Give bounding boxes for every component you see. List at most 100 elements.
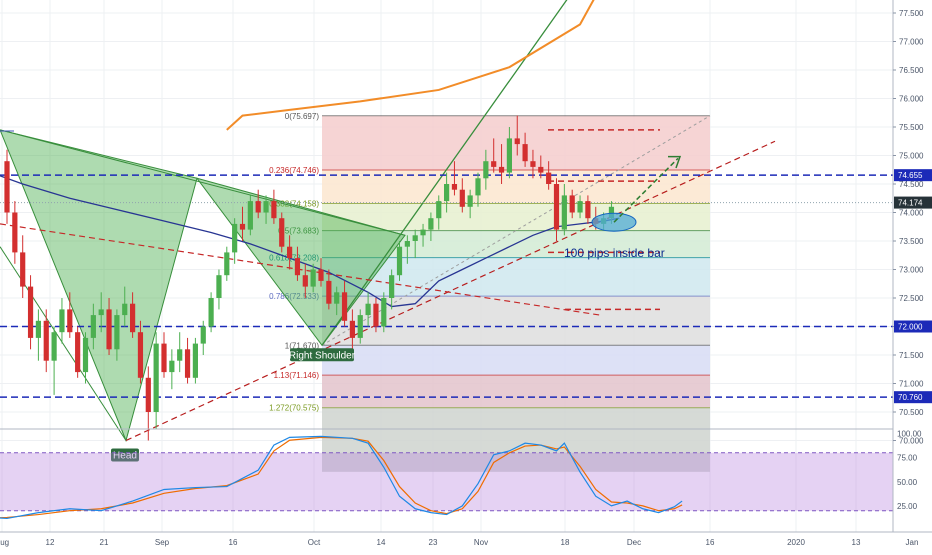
candle: [43, 309, 49, 373]
candle-body: [192, 343, 198, 378]
right-shoulder-label-box: [290, 348, 354, 362]
head-label-box: [111, 448, 139, 462]
time-tick-label: 2020: [787, 538, 805, 547]
head-label[interactable]: Head: [111, 448, 139, 462]
price-tick-label: 71.500: [899, 351, 924, 360]
inside-bar-annotation[interactable]: 100 pips inside bar: [564, 246, 665, 260]
candle-body: [467, 195, 473, 207]
pattern-triangle: [0, 129, 198, 443]
candle-body: [20, 252, 26, 287]
fib-zone: [322, 345, 710, 376]
candle: [239, 206, 246, 241]
fib-zone: [322, 375, 710, 408]
candle: [153, 332, 159, 430]
price-badge-text: 74.174: [898, 199, 923, 208]
price-badge[interactable]: 70.760: [894, 391, 932, 404]
price-tick-label: 73.500: [899, 237, 924, 246]
candle: [12, 201, 18, 264]
price-badge[interactable]: 74.174: [894, 196, 932, 209]
candle: [82, 332, 89, 384]
candle-body: [396, 246, 403, 276]
candle: [444, 172, 450, 213]
stochastic-tick-label: 100.00: [897, 430, 922, 439]
candle-body: [114, 315, 120, 350]
candle-body: [35, 320, 41, 338]
candle-body: [271, 201, 277, 219]
time-tick-label: 12: [46, 538, 55, 547]
candle: [404, 235, 410, 264]
candle: [177, 332, 183, 373]
stochastic-tick-label: 50.00: [897, 478, 918, 487]
projection-arrow-head: [668, 155, 682, 169]
candle: [208, 292, 214, 333]
candle-body: [514, 138, 520, 145]
price-tick-label: 76.500: [899, 66, 924, 75]
candle: [514, 115, 520, 156]
projection-arrow-line: [613, 157, 679, 223]
candle-body: [90, 315, 96, 338]
candle-body: [130, 303, 136, 333]
price-badge-text: 74.655: [898, 171, 923, 180]
price-badge[interactable]: 74.655: [894, 169, 932, 182]
candle: [294, 246, 301, 281]
candle: [310, 263, 316, 293]
candle-body: [27, 286, 34, 338]
candle-body: [451, 184, 458, 190]
candle-body: [59, 309, 65, 333]
candle-body: [145, 377, 151, 412]
candle: [255, 189, 261, 219]
candle: [224, 246, 230, 281]
moving-average-long[interactable]: [226, 0, 609, 131]
price-tick-label: 75.500: [899, 123, 924, 132]
candle: [365, 292, 371, 327]
fib-level-label: 0(75.697): [285, 112, 320, 121]
candle-body: [475, 178, 481, 196]
candle-body: [491, 161, 497, 167]
right-shoulder-label[interactable]: Right Shoulder: [289, 348, 356, 362]
candle-body: [561, 195, 567, 230]
candle: [75, 326, 81, 378]
candle-body: [365, 303, 371, 316]
price-badge-box: [894, 320, 932, 333]
time-tick-label: Dec: [627, 538, 641, 547]
candle: [530, 149, 536, 179]
candle-body: [577, 201, 583, 213]
fibonacci-retracement[interactable]: 0(75.697) 0.236(74.746) 0.382(74.158) 0.5(7…: [269, 112, 711, 472]
candle: [137, 320, 144, 384]
candle-body: [420, 229, 426, 236]
candle-body: [263, 201, 269, 213]
stochastic-tick-label: 25.00: [897, 502, 918, 511]
price-badge[interactable]: 72.000: [894, 320, 932, 333]
candle-body: [341, 292, 348, 321]
candle-body: [404, 241, 410, 247]
candle: [122, 286, 128, 327]
projection-arrow[interactable]: [613, 155, 682, 223]
candle: [161, 332, 167, 378]
candle: [538, 155, 544, 179]
candle: [169, 349, 175, 390]
candle-body: [106, 309, 112, 350]
candle-body: [216, 275, 222, 298]
price-tick-label: 70.500: [899, 408, 924, 417]
time-tick-label: Nov: [474, 538, 488, 547]
candle-body: [232, 223, 238, 253]
stochastic-k-line[interactable]: [0, 435, 683, 520]
fib-level-label: 1.13(71.146): [274, 371, 320, 380]
candle: [459, 178, 465, 213]
candle: [436, 195, 442, 230]
candle: [585, 195, 591, 224]
candle: [341, 280, 348, 327]
price-axis[interactable]: [893, 0, 932, 550]
uptrend-line[interactable]: [321, 0, 612, 346]
candle: [287, 235, 293, 270]
candle-body: [161, 343, 167, 373]
candle-body: [302, 275, 308, 287]
candle: [67, 292, 73, 338]
candle: [334, 286, 340, 316]
stochastic-d-line[interactable]: [0, 436, 683, 519]
price-tick-label: 77.500: [899, 9, 924, 18]
candles[interactable]: [4, 115, 615, 441]
support-trend-line: [125, 140, 776, 442]
